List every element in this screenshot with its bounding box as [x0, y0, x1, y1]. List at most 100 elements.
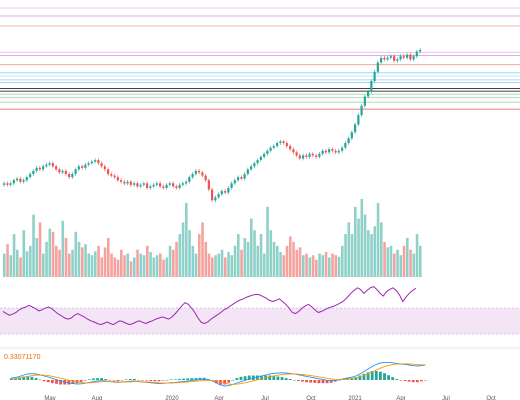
- candle-body: [295, 152, 298, 156]
- volume-bar: [240, 249, 243, 277]
- candle: [45, 162, 48, 169]
- macd-hist-bar: [30, 376, 34, 380]
- candle-body: [373, 71, 376, 81]
- volume-bar: [412, 253, 416, 277]
- candle: [110, 172, 113, 178]
- candle: [331, 147, 334, 153]
- volume-bar: [61, 220, 65, 277]
- volume-bar: [246, 241, 250, 277]
- candle-body: [25, 177, 28, 181]
- macd-hist-bar: [190, 378, 194, 380]
- candle: [328, 147, 331, 155]
- candle: [139, 183, 142, 189]
- macd-hist-bar: [149, 380, 153, 381]
- volume-bar: [256, 245, 260, 277]
- volume-bar: [321, 255, 325, 277]
- volume-bar: [188, 230, 191, 277]
- volume-bar: [373, 226, 377, 277]
- candle: [211, 187, 214, 203]
- candle-body: [188, 177, 191, 182]
- volume-bar: [16, 249, 19, 277]
- candle-body: [311, 153, 314, 156]
- macd-hist-bar: [243, 376, 247, 380]
- candle-body: [324, 150, 327, 153]
- candle: [201, 170, 204, 178]
- volume-bar: [302, 255, 305, 277]
- volume-bar: [396, 249, 399, 277]
- macd-hist-bar: [411, 380, 415, 383]
- volume-bar: [123, 255, 126, 277]
- candle: [84, 162, 87, 170]
- candle: [402, 54, 405, 60]
- candle-body: [386, 57, 389, 60]
- candle-body: [253, 163, 256, 167]
- volume-bar: [9, 255, 13, 277]
- macd-hist-bar: [374, 371, 378, 380]
- candle: [289, 144, 292, 152]
- candle-body: [289, 146, 292, 150]
- candle-body: [412, 56, 415, 60]
- volume-bar: [3, 253, 6, 277]
- candle-body: [357, 115, 360, 125]
- macd-hist-bar: [174, 379, 177, 380]
- candle: [360, 103, 363, 117]
- candle-body: [107, 169, 110, 174]
- x-tick-label: Apr: [396, 396, 405, 400]
- candle: [285, 141, 288, 148]
- candle-body: [74, 169, 77, 174]
- candle-body: [201, 172, 204, 176]
- candle: [38, 165, 41, 172]
- volume-bar: [165, 257, 169, 277]
- candle-body: [29, 174, 32, 178]
- volume-bar: [64, 238, 68, 277]
- macd-hist-bar: [399, 380, 403, 381]
- macd-line: [11, 361, 426, 387]
- candle-body: [383, 57, 386, 60]
- candle-body: [344, 143, 347, 148]
- candle: [191, 172, 194, 179]
- volume-bar: [55, 245, 58, 277]
- candle: [136, 181, 139, 189]
- candle: [188, 175, 191, 184]
- candle-body: [406, 54, 409, 58]
- macd-hist-bar: [198, 377, 202, 380]
- candle-body: [337, 150, 340, 153]
- candle-body: [347, 138, 350, 143]
- macd-hist-bar: [305, 380, 308, 383]
- macd-hist-bar: [268, 375, 272, 380]
- candle: [149, 184, 152, 190]
- volume-bar: [308, 257, 312, 277]
- macd-hist-bar: [424, 380, 427, 381]
- candle: [61, 169, 64, 175]
- candle: [185, 179, 188, 186]
- volume-bar: [25, 251, 29, 277]
- volume-bar: [383, 241, 386, 277]
- volume-bar: [266, 206, 269, 277]
- volume-bar: [354, 206, 357, 277]
- candle-body: [298, 155, 301, 159]
- volume-bar: [282, 255, 286, 277]
- volume-bar: [94, 251, 97, 277]
- macd-hist-bar: [215, 380, 218, 384]
- volume-bar: [233, 245, 237, 277]
- volume-bar: [126, 253, 130, 277]
- candle: [224, 189, 227, 195]
- candle: [16, 176, 19, 183]
- candle-body: [38, 167, 41, 170]
- candle: [90, 159, 93, 165]
- candle-body: [139, 184, 142, 187]
- candle: [295, 150, 298, 158]
- candle-body: [81, 166, 84, 168]
- candle: [393, 54, 396, 63]
- macd-hist-bar: [223, 380, 226, 385]
- candle-body: [214, 197, 217, 201]
- candle: [383, 55, 386, 62]
- volume-bar: [71, 249, 74, 277]
- volume-bar: [337, 256, 341, 277]
- candle: [107, 167, 110, 176]
- macd-hist-bar: [379, 371, 382, 380]
- candle: [334, 148, 337, 155]
- volume-bar: [214, 255, 217, 277]
- macd-hist-bar: [67, 380, 71, 385]
- x-tick-label: Oct: [306, 396, 316, 400]
